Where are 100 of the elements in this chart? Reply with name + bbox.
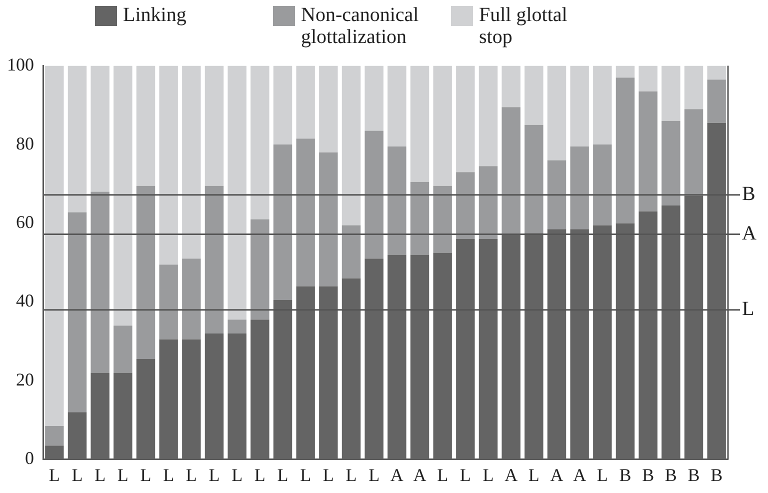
bar xyxy=(250,320,270,460)
bar xyxy=(182,258,201,340)
bar xyxy=(228,66,246,320)
x-tick-label: L xyxy=(140,464,152,485)
bar xyxy=(204,66,224,186)
bar xyxy=(433,66,452,186)
x-tick-label: L xyxy=(368,464,380,485)
x-tick-label: L xyxy=(346,464,357,485)
bar xyxy=(570,146,589,230)
bar xyxy=(410,66,430,182)
bar xyxy=(662,120,680,206)
x-tick-label: A xyxy=(390,464,404,485)
bar xyxy=(433,186,452,253)
bar xyxy=(228,320,246,334)
bar xyxy=(182,66,201,259)
bar xyxy=(616,223,635,460)
bar xyxy=(250,66,270,220)
bar xyxy=(502,235,520,460)
x-tick-label: L xyxy=(208,464,220,485)
bar xyxy=(524,233,544,460)
x-tick-label: L xyxy=(300,464,312,485)
x-tick-label: B xyxy=(664,464,677,485)
bar xyxy=(90,192,110,373)
bar xyxy=(410,182,430,255)
x-tick-label: L xyxy=(277,464,288,485)
bar xyxy=(502,107,520,236)
bar xyxy=(456,172,475,239)
bar xyxy=(593,66,612,145)
bar xyxy=(364,258,384,460)
x-tick-label: L xyxy=(117,464,128,485)
bar xyxy=(319,152,338,286)
bar xyxy=(456,238,475,460)
bar xyxy=(90,372,110,460)
bar xyxy=(159,66,178,265)
bar xyxy=(182,339,201,460)
bar xyxy=(478,66,498,166)
bar xyxy=(136,359,156,460)
x-tick-label: L xyxy=(232,464,243,485)
bar xyxy=(662,206,680,460)
y-tick-label: 0 xyxy=(25,448,34,468)
bar xyxy=(114,372,132,460)
bar xyxy=(45,66,64,426)
bar xyxy=(319,286,338,460)
bar xyxy=(570,66,589,146)
bar xyxy=(547,229,566,460)
bar xyxy=(342,278,361,460)
ref-line-label: A xyxy=(742,222,757,245)
x-tick-label: A xyxy=(504,464,518,485)
bar xyxy=(250,219,270,320)
bar xyxy=(547,66,566,160)
x-tick-label: B xyxy=(710,464,723,485)
bar xyxy=(524,124,544,234)
y-tick-label: 60 xyxy=(16,212,34,232)
y-tick-label: 80 xyxy=(16,133,34,154)
bar xyxy=(68,212,87,412)
x-tick-label: A xyxy=(550,464,564,485)
bar xyxy=(342,66,361,226)
bar xyxy=(364,130,384,259)
bar xyxy=(388,146,406,255)
x-tick-label: L xyxy=(437,464,448,485)
bar xyxy=(456,66,475,172)
bar xyxy=(388,254,406,460)
bar xyxy=(593,144,612,226)
bar xyxy=(638,211,658,460)
bar xyxy=(616,66,635,78)
bar xyxy=(707,80,726,123)
bar xyxy=(616,78,635,224)
bar xyxy=(364,66,384,131)
ref-line-label: L xyxy=(742,298,754,320)
x-tick-label: L xyxy=(186,464,197,485)
bar xyxy=(547,160,566,230)
bar xyxy=(638,91,658,212)
bar xyxy=(68,66,87,212)
x-tick-label: A xyxy=(573,464,586,485)
x-tick-label: B xyxy=(688,464,700,485)
x-tick-label: L xyxy=(163,464,174,485)
bar xyxy=(273,66,292,145)
bar xyxy=(388,66,406,146)
ref-line-label: B xyxy=(742,183,756,206)
bar xyxy=(159,264,178,340)
x-tick-label: L xyxy=(460,464,471,485)
x-tick-label: L xyxy=(94,464,106,485)
bar xyxy=(410,254,430,460)
x-tick-label: L xyxy=(596,464,608,485)
x-tick-label: A xyxy=(413,464,426,485)
y-tick-label: 20 xyxy=(16,369,34,390)
y-tick-label: 100 xyxy=(7,54,34,75)
x-tick-label: L xyxy=(482,464,494,485)
x-tick-label: B xyxy=(619,464,632,485)
bar xyxy=(478,238,498,460)
legend-label: Linking xyxy=(123,4,186,26)
bar xyxy=(90,66,110,192)
bar xyxy=(707,66,726,80)
bar xyxy=(114,66,132,326)
bar xyxy=(136,66,156,186)
bar xyxy=(478,166,498,239)
bar xyxy=(684,196,704,460)
bar xyxy=(273,144,292,300)
x-tick-label: L xyxy=(48,464,60,485)
bar xyxy=(684,66,704,110)
